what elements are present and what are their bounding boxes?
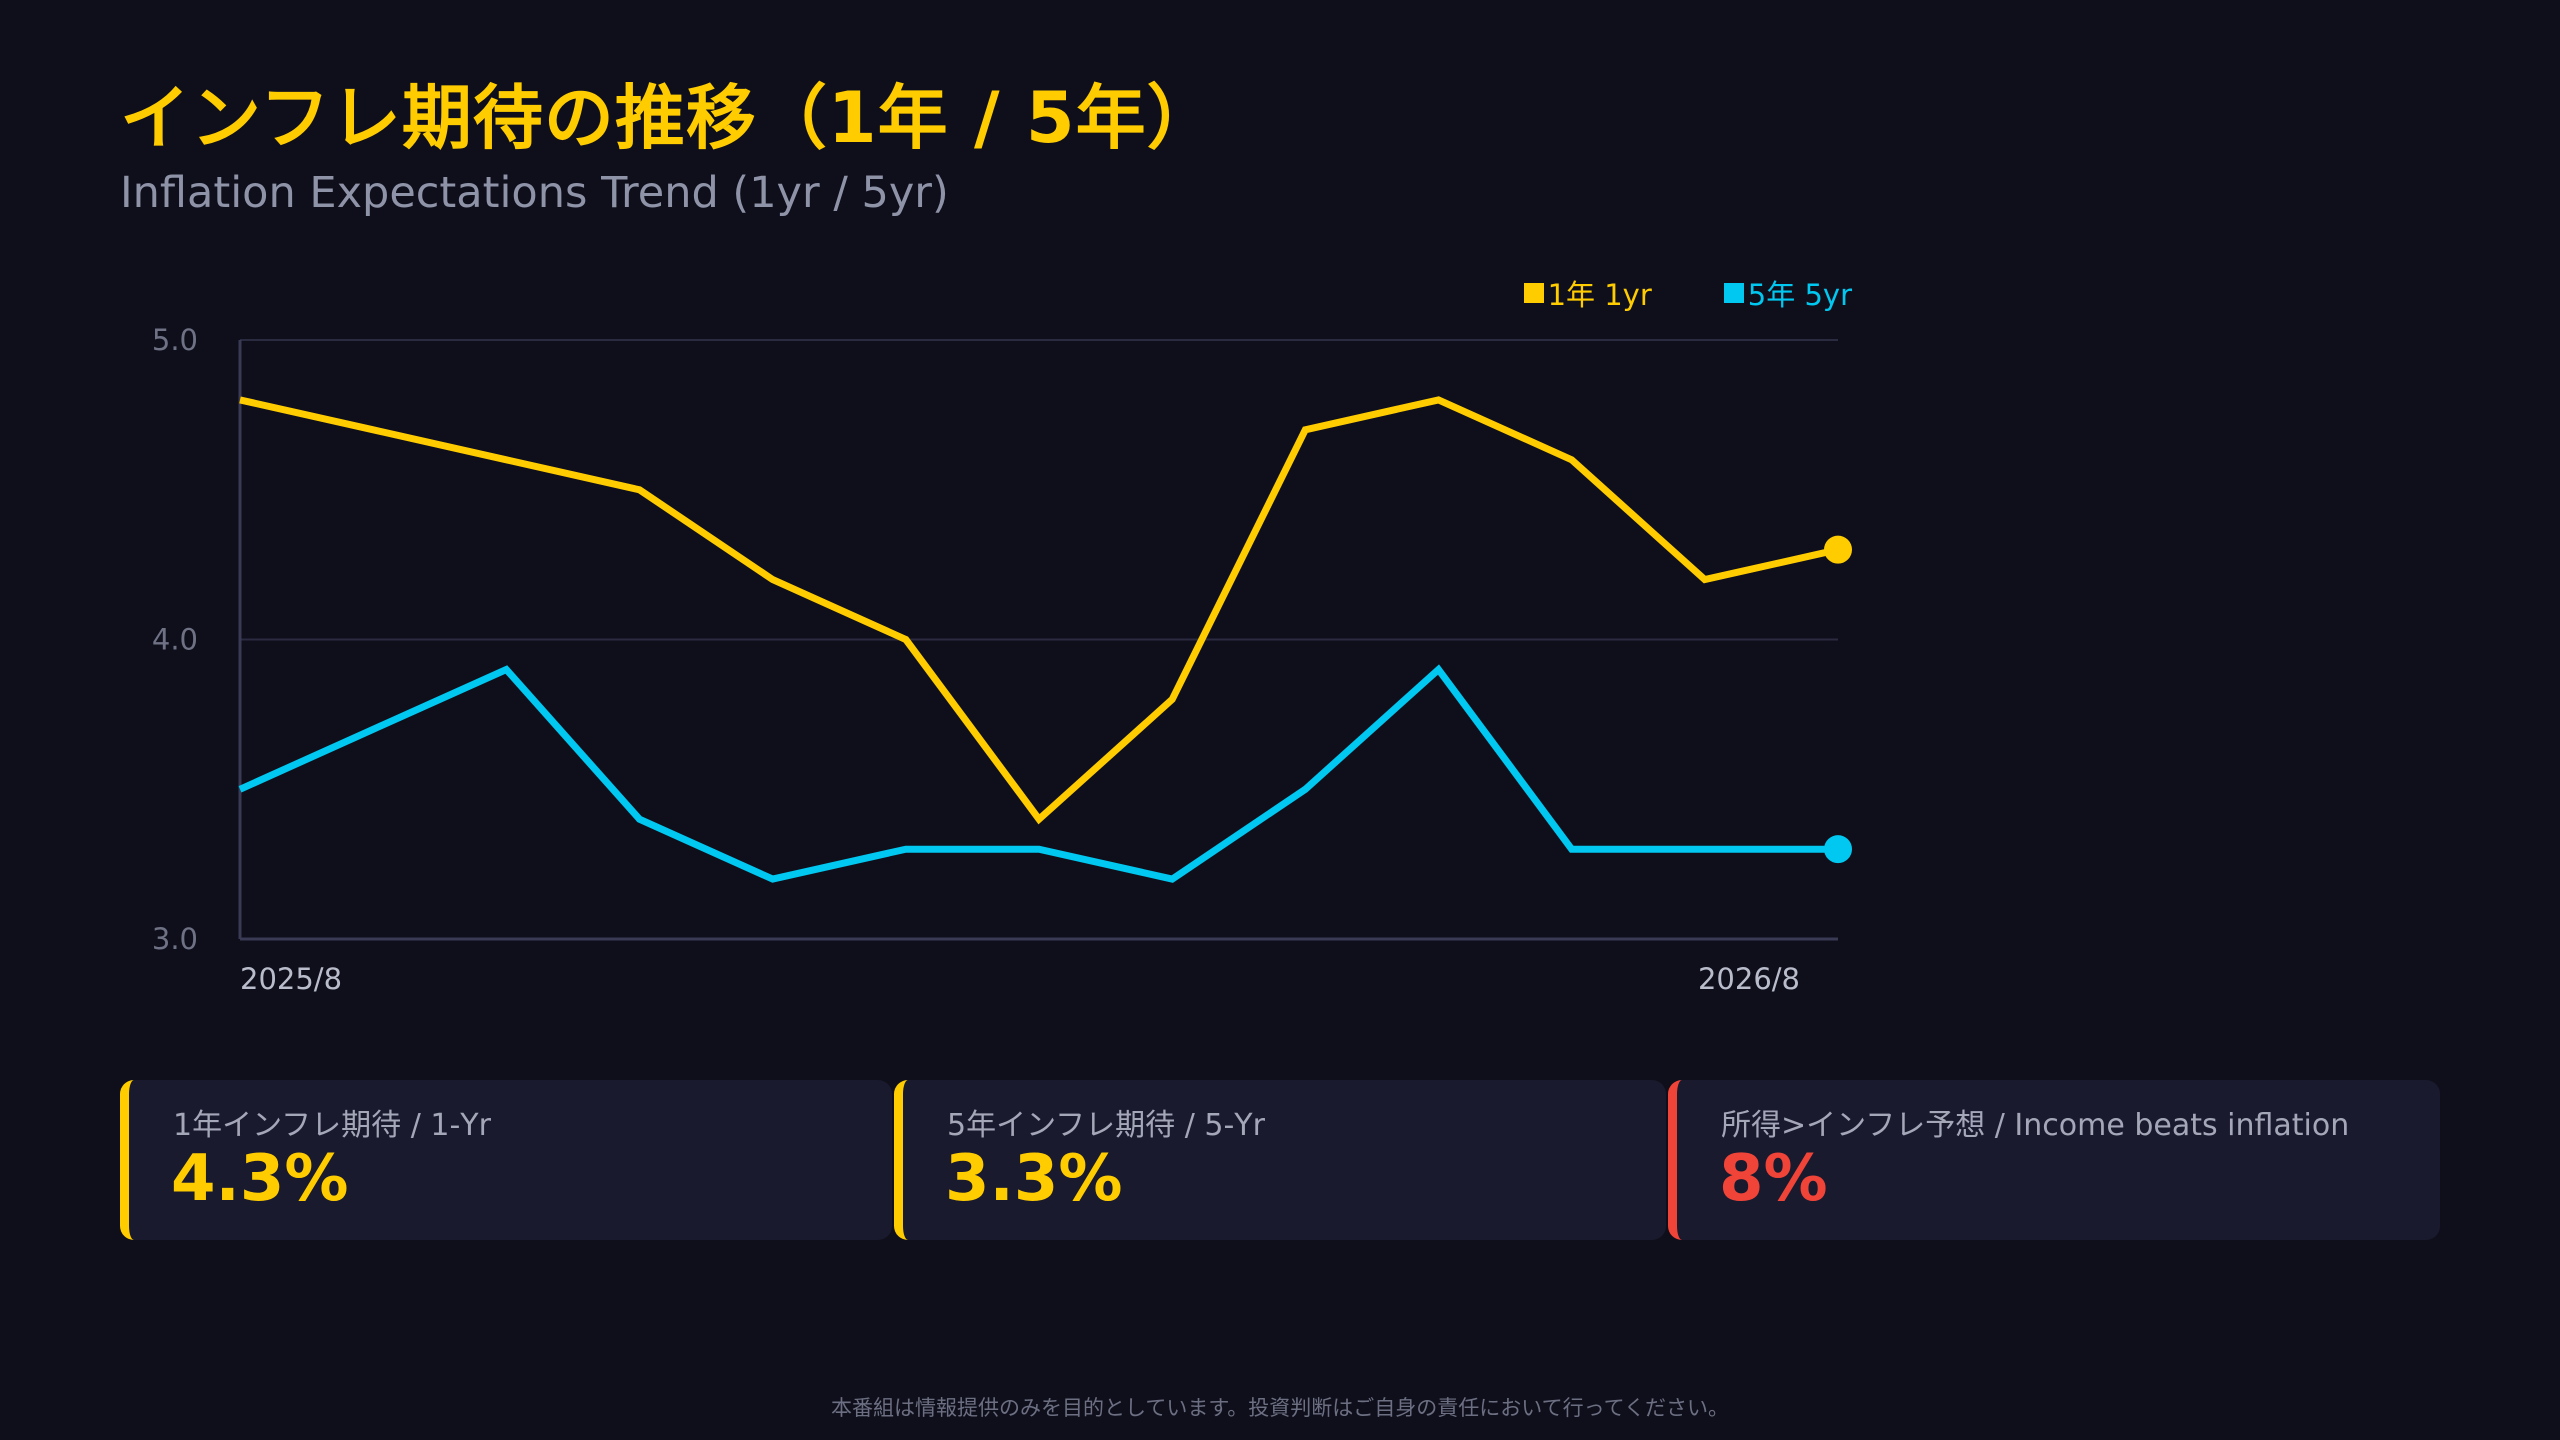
stat-card-value: 4.3% bbox=[171, 1142, 349, 1216]
legend-swatch-1yr bbox=[1523, 283, 1544, 303]
stat-card-label: 所得>インフレ予想 / Income beats inflation bbox=[1721, 1108, 2350, 1143]
legend-label-5yr: 5年 5yr bbox=[1747, 278, 1852, 312]
stat-card-value: 8% bbox=[1719, 1142, 1828, 1216]
stat-card-value: 3.3% bbox=[945, 1142, 1123, 1216]
series-endpoint-5yr bbox=[1824, 835, 1852, 864]
y-tick-label: 5.0 bbox=[152, 323, 198, 357]
x-tick-label: 2025/8 bbox=[240, 962, 342, 996]
series-line-5yr bbox=[238, 664, 1838, 883]
series-endpoint-1yr bbox=[1824, 535, 1852, 564]
stat-card-income: 所得>インフレ予想 / Income beats inflation 8% bbox=[1668, 1080, 2440, 1240]
stat-card-label: 5年インフレ期待 / 5-Yr bbox=[947, 1108, 1265, 1143]
legend-item-1yr: 1年 1yr bbox=[1523, 272, 1652, 314]
disclaimer: 本番組は情報提供のみを目的としています。投資判断はご自身の責任において行ってくだ… bbox=[831, 1396, 1729, 1420]
page-title: インフレ期待の推移（1年 / 5年） bbox=[120, 77, 1218, 159]
stat-card-label: 1年インフレ期待 / 1-Yr bbox=[173, 1108, 491, 1143]
page-subtitle: Inflation Expectations Trend (1yr / 5yr) bbox=[120, 168, 949, 218]
stat-cards: 1年インフレ期待 / 1-Yr 4.3% 5年インフレ期待 / 5-Yr 3.3… bbox=[120, 1080, 2440, 1240]
legend-item-5yr: 5年 5yr bbox=[1723, 272, 1852, 314]
stat-card-5yr: 5年インフレ期待 / 5-Yr 3.3% bbox=[894, 1080, 1666, 1240]
line-chart: 3.0 4.0 5.0 2025/8 2026/8 bbox=[152, 323, 1852, 996]
series-line-1yr bbox=[239, 396, 1839, 825]
stat-card-1yr: 1年インフレ期待 / 1-Yr 4.3% bbox=[120, 1080, 892, 1240]
chart-legend: 1年 1yr 5年 5yr bbox=[1523, 272, 1852, 314]
legend-swatch-5yr bbox=[1723, 283, 1744, 303]
x-tick-label: 2026/8 bbox=[1698, 962, 1800, 996]
y-tick-label: 4.0 bbox=[152, 623, 198, 657]
y-tick-label: 3.0 bbox=[152, 922, 198, 956]
legend-label-1yr: 1年 1yr bbox=[1547, 278, 1652, 312]
